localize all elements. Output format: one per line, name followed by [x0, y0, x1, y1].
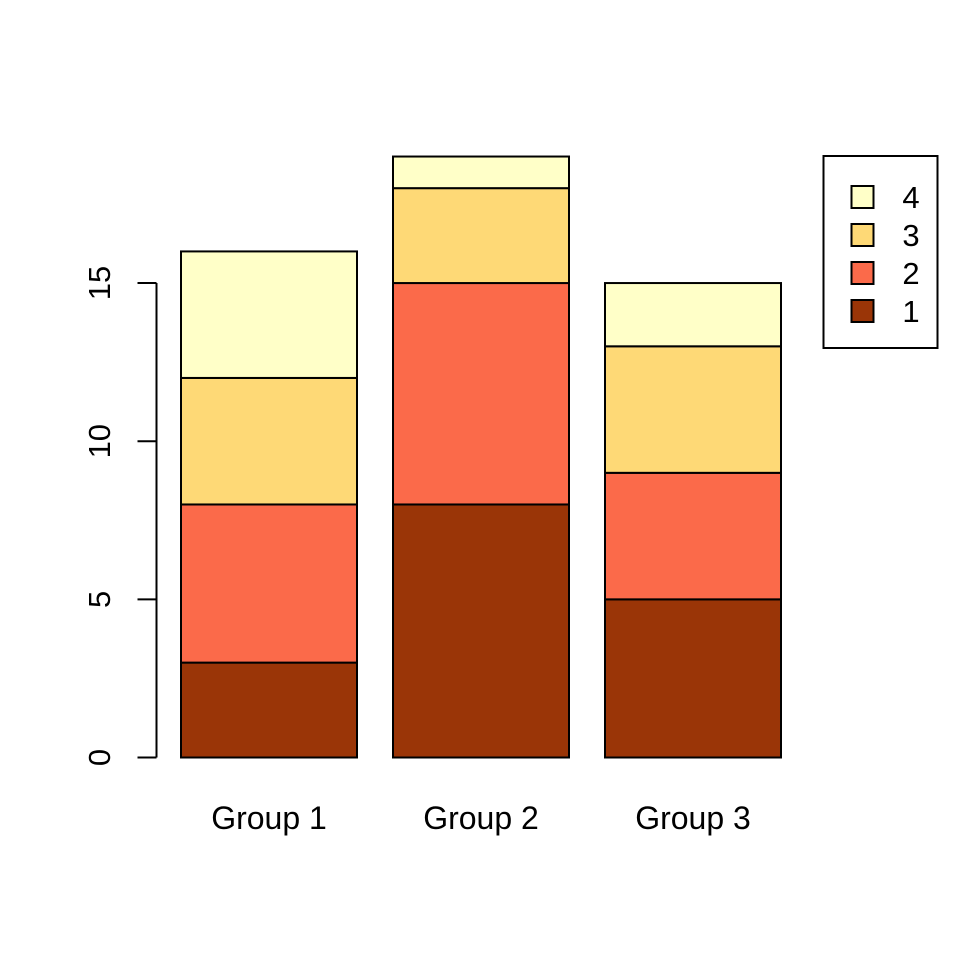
legend-label-1: 1: [902, 294, 919, 329]
legend-box: [822, 155, 939, 349]
y-axis-tick-label: 10: [82, 424, 117, 458]
bars: Group 1 Group 2 Group 3: [180, 155, 782, 836]
bar-segment-series-3: [392, 187, 570, 285]
legend-swatch-1: [850, 299, 875, 323]
y-axis-tick-label: 0: [82, 749, 117, 766]
legend-label-4: 4: [902, 180, 919, 215]
legend-swatch-4: [850, 185, 875, 209]
bar-segment-series-2: [604, 471, 782, 601]
y-axis: 0 5 10 15: [82, 266, 158, 766]
legend-label-2: 2: [902, 256, 919, 291]
bar-segment-series-2: [180, 503, 358, 664]
bar-group-3: [604, 282, 782, 759]
x-category-label: Group 1: [211, 800, 327, 836]
bar-segment-series-1: [604, 598, 782, 759]
bar-segment-series-2: [392, 282, 570, 506]
bar-segment-series-3: [604, 345, 782, 474]
y-axis-tick-label: 5: [82, 591, 117, 608]
legend-swatch-2: [850, 261, 875, 285]
legend-label-3: 3: [902, 218, 919, 253]
x-category-label: Group 3: [635, 800, 751, 836]
y-axis-tick-label: 15: [82, 266, 117, 300]
bar-segment-series-1: [180, 661, 358, 759]
bar-group-1: [180, 250, 358, 759]
x-category-label: Group 2: [423, 800, 539, 836]
bar-segment-series-4: [392, 155, 570, 190]
bar-segment-series-4: [180, 250, 358, 379]
legend-swatch-3: [850, 223, 875, 247]
bar-segment-series-1: [392, 503, 570, 759]
bar-group-2: [392, 155, 570, 759]
bar-segment-series-3: [180, 376, 358, 506]
bar-segment-series-4: [604, 282, 782, 348]
